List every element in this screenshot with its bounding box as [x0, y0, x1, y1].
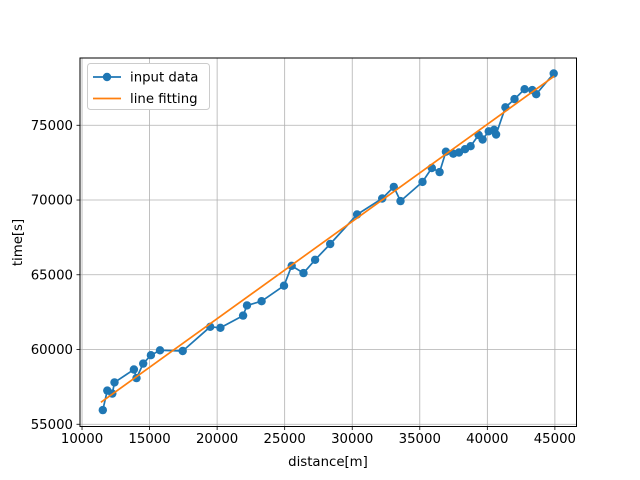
data-point-marker: [98, 405, 108, 415]
series-layer: [98, 69, 558, 415]
data-point-marker: [279, 281, 289, 290]
data-point-marker: [238, 311, 248, 320]
y-tick-label: 70000: [31, 194, 73, 209]
legend-label: line fitting: [130, 92, 198, 107]
x-tick-label: 35000: [399, 432, 441, 447]
x-tick-label: 15000: [128, 432, 170, 447]
axes-spines: [79, 57, 577, 427]
legend-label: input data: [130, 71, 198, 86]
data-point-marker: [310, 255, 320, 264]
x-tick-label: 30000: [331, 432, 373, 447]
axis-ticks: 10000 15000 20000 25000 30000 35000 40000 45000…: [31, 119, 576, 447]
data-point-marker: [510, 94, 519, 104]
data-point-marker: [418, 177, 427, 187]
data-point-marker: [466, 142, 475, 151]
data-point-marker: [139, 359, 148, 368]
legend-marker-sample: [102, 72, 112, 82]
x-axis-label: distance[m]: [288, 455, 368, 470]
legend: input data line fitting: [87, 63, 210, 110]
data-point-marker: [549, 69, 558, 78]
data-point-marker: [129, 365, 139, 374]
series-line-line-fitting: [100, 75, 555, 403]
x-tick-label: 45000: [534, 432, 576, 447]
data-point-marker: [155, 346, 165, 355]
data-point-marker: [441, 147, 451, 156]
y-axis-label: time[s]: [11, 219, 26, 266]
y-tick-label: 55000: [31, 418, 73, 433]
data-point-marker: [257, 297, 266, 306]
data-point-marker: [389, 182, 398, 192]
data-point-marker: [501, 103, 510, 112]
data-point-marker: [242, 301, 252, 310]
data-point-marker: [396, 196, 405, 206]
y-tick-label: 60000: [31, 343, 73, 358]
x-tick-label: 40000: [466, 432, 508, 447]
data-point-marker: [216, 323, 225, 332]
data-point-marker: [110, 378, 119, 387]
data-point-marker: [520, 85, 529, 94]
data-point-marker: [178, 346, 187, 356]
x-tick-label: 20000: [196, 432, 238, 447]
data-point-marker: [146, 351, 156, 360]
data-point-marker: [299, 268, 308, 278]
data-point-marker: [532, 90, 541, 99]
x-tick-label: 10000: [61, 432, 103, 447]
data-point-marker: [491, 130, 501, 139]
y-tick-label: 75000: [31, 119, 73, 134]
data-point-marker: [326, 239, 335, 249]
y-tick-label: 65000: [31, 268, 73, 283]
data-point-marker: [435, 167, 444, 177]
data-point-marker: [478, 135, 487, 144]
gridlines: [80, 58, 577, 427]
x-tick-label: 25000: [264, 432, 306, 447]
